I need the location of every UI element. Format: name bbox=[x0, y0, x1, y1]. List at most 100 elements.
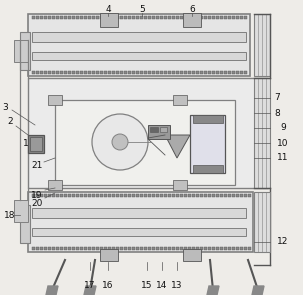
Bar bbox=[228, 194, 231, 196]
Text: 18: 18 bbox=[4, 211, 16, 219]
Text: 1: 1 bbox=[23, 138, 29, 148]
Bar bbox=[208, 194, 211, 196]
Bar bbox=[92, 194, 95, 196]
Bar bbox=[236, 194, 238, 196]
Bar bbox=[228, 247, 231, 250]
Bar bbox=[76, 71, 78, 73]
Bar bbox=[192, 194, 195, 196]
Bar bbox=[72, 194, 75, 196]
Bar bbox=[224, 194, 227, 196]
Bar bbox=[104, 194, 106, 196]
Bar bbox=[132, 247, 135, 250]
Bar bbox=[32, 52, 246, 60]
Bar bbox=[224, 71, 227, 73]
Bar bbox=[193, 165, 223, 173]
Bar bbox=[232, 71, 235, 73]
Bar bbox=[48, 16, 51, 19]
Bar bbox=[144, 247, 146, 250]
Bar bbox=[112, 16, 115, 19]
Bar bbox=[236, 247, 238, 250]
Bar bbox=[168, 247, 171, 250]
Text: 15: 15 bbox=[141, 281, 153, 289]
Bar bbox=[112, 247, 115, 250]
Bar bbox=[132, 194, 135, 196]
Bar bbox=[112, 71, 115, 73]
Bar bbox=[44, 194, 46, 196]
Bar bbox=[168, 71, 171, 73]
Bar bbox=[128, 194, 131, 196]
Circle shape bbox=[112, 134, 128, 150]
Bar bbox=[173, 95, 187, 105]
Bar bbox=[40, 71, 42, 73]
Bar bbox=[156, 71, 158, 73]
Bar bbox=[254, 78, 270, 188]
Bar bbox=[160, 71, 162, 73]
Bar bbox=[248, 194, 251, 196]
Bar bbox=[48, 247, 51, 250]
Bar bbox=[100, 71, 102, 73]
Bar bbox=[32, 194, 35, 196]
Text: 12: 12 bbox=[277, 237, 289, 247]
Text: 3: 3 bbox=[2, 102, 8, 112]
Bar bbox=[36, 71, 38, 73]
Bar bbox=[204, 247, 207, 250]
Bar bbox=[84, 16, 86, 19]
Bar bbox=[172, 16, 175, 19]
Bar bbox=[240, 194, 242, 196]
Bar bbox=[144, 16, 146, 19]
Text: 17: 17 bbox=[84, 281, 96, 289]
Bar bbox=[176, 194, 178, 196]
Bar bbox=[232, 16, 235, 19]
Bar bbox=[32, 208, 246, 218]
Bar bbox=[196, 16, 198, 19]
Bar bbox=[200, 194, 202, 196]
Polygon shape bbox=[84, 286, 96, 295]
Bar bbox=[92, 71, 95, 73]
Bar bbox=[208, 16, 211, 19]
Bar bbox=[124, 71, 126, 73]
Bar bbox=[220, 247, 222, 250]
Bar bbox=[144, 194, 146, 196]
Bar bbox=[48, 95, 62, 105]
Bar bbox=[32, 71, 35, 73]
Polygon shape bbox=[207, 286, 219, 295]
Bar bbox=[84, 247, 86, 250]
Bar bbox=[100, 194, 102, 196]
Bar bbox=[232, 247, 235, 250]
Bar bbox=[20, 205, 30, 243]
Bar bbox=[216, 247, 218, 250]
Bar bbox=[216, 194, 218, 196]
Bar bbox=[100, 249, 118, 261]
Bar bbox=[92, 16, 95, 19]
Bar bbox=[72, 71, 75, 73]
Bar bbox=[120, 247, 122, 250]
Bar bbox=[200, 71, 202, 73]
Bar bbox=[184, 71, 187, 73]
Bar bbox=[208, 247, 211, 250]
Bar bbox=[204, 16, 207, 19]
Bar bbox=[220, 194, 222, 196]
Bar bbox=[148, 71, 151, 73]
Bar bbox=[244, 16, 247, 19]
Text: 8: 8 bbox=[274, 109, 280, 117]
Bar bbox=[193, 115, 223, 123]
Bar bbox=[52, 194, 55, 196]
Text: 14: 14 bbox=[156, 281, 168, 289]
Bar bbox=[180, 71, 182, 73]
Text: 10: 10 bbox=[277, 138, 289, 148]
Text: 16: 16 bbox=[102, 281, 114, 289]
Bar bbox=[84, 194, 86, 196]
Bar bbox=[116, 194, 118, 196]
Text: 19: 19 bbox=[31, 191, 43, 199]
Bar bbox=[183, 13, 201, 27]
Bar bbox=[64, 194, 66, 196]
Text: 13: 13 bbox=[171, 281, 183, 289]
Bar bbox=[14, 200, 28, 222]
Bar bbox=[80, 71, 82, 73]
Bar bbox=[64, 16, 66, 19]
Bar bbox=[240, 247, 242, 250]
Bar bbox=[188, 71, 191, 73]
Bar bbox=[100, 16, 102, 19]
Bar bbox=[160, 16, 162, 19]
Bar bbox=[188, 16, 191, 19]
